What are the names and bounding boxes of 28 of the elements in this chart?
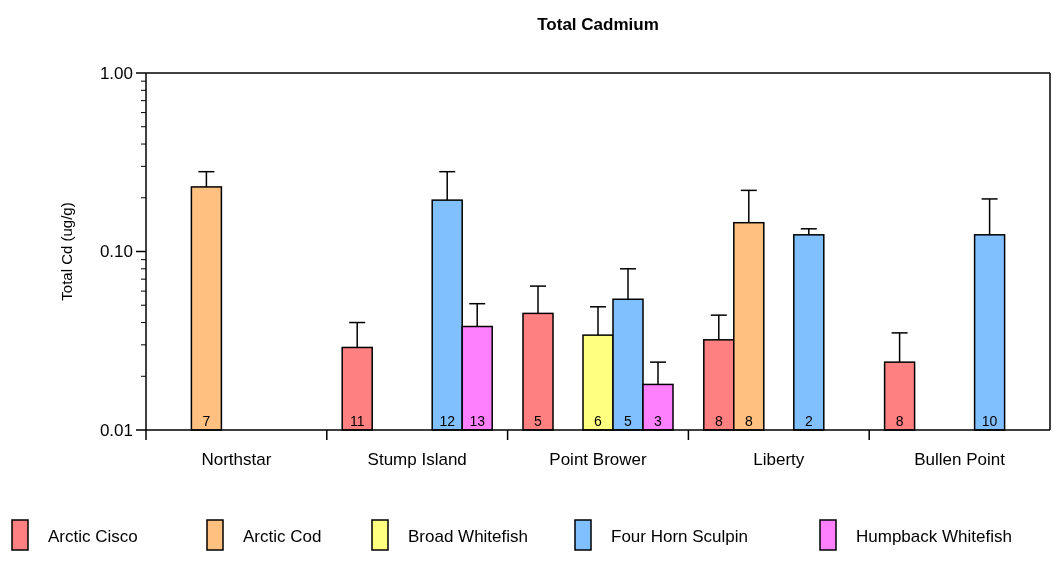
annotation: 3 [654,413,663,429]
y-tick-label: 0.10 [99,242,133,262]
x-tick-label: Liberty [753,450,805,469]
legend-label: Arctic Cod [243,526,322,546]
y-tick-label: 1.00 [99,63,133,83]
annotation: 8 [895,413,904,429]
annotation: 5 [624,413,633,429]
legend-label: Humpback Whitefish [856,526,1012,546]
annotation: 13 [469,413,486,429]
annotation: 11 [349,413,365,429]
chart-title: Total Cadmium [537,15,659,34]
annotation: 6 [594,413,603,429]
y-tick-label: 0.01 [99,420,133,440]
annotation: 8 [714,413,723,429]
x-tick-label: Point Brower [549,450,647,469]
annotation: 7 [202,413,211,429]
annotation: 8 [744,413,753,429]
annotation: 10 [981,413,998,429]
x-tick-label: Northstar [201,450,272,469]
legend-label: Four Horn Sculpin [611,526,749,546]
y-axis-title: Total Cd (ug/g) [58,202,75,301]
legend-label: Broad Whitefish [408,526,528,546]
annotation: 5 [534,413,543,429]
legend-label: Arctic Cisco [48,526,138,546]
annotation: 12 [439,413,456,429]
x-tick-label: Stump Island [367,450,467,469]
x-tick-label: Bullen Point [914,450,1006,469]
annotation: 2 [804,413,813,429]
